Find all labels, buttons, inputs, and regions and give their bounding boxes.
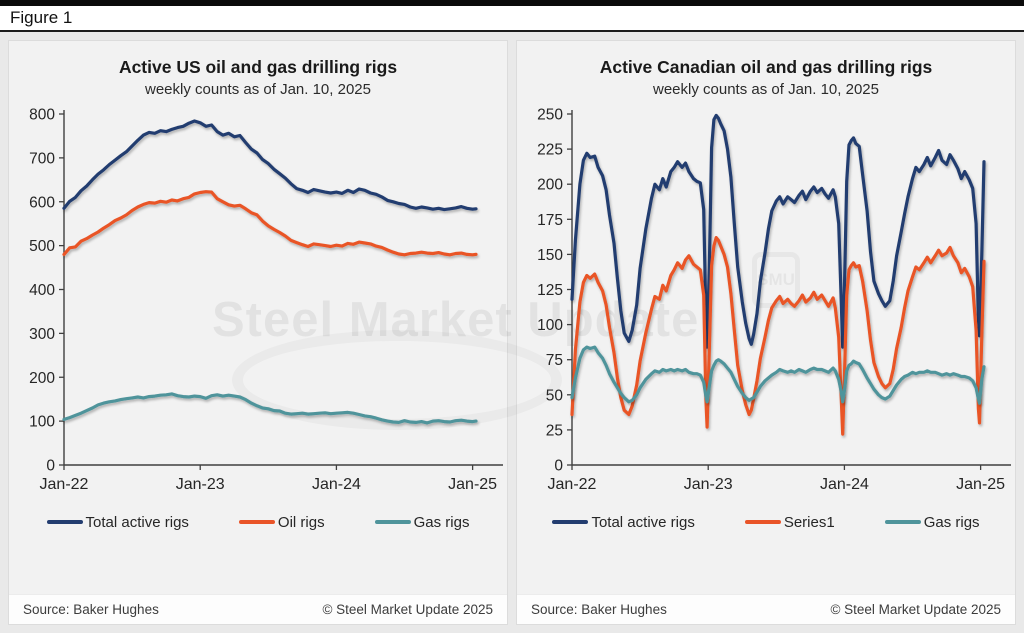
canada-rigs-chart-panel: Active Canadian oil and gas drilling rig… (516, 40, 1016, 625)
legend-item: Gas rigs (884, 513, 980, 531)
legend-item: Gas rigs (374, 513, 470, 531)
svg-text:125: 125 (537, 282, 563, 299)
chart-subtitle: weekly counts as of Jan. 10, 2025 (653, 81, 879, 98)
legend-item: Total active rigs (552, 513, 695, 531)
legend-label: Gas rigs (923, 513, 980, 531)
smu-logo-watermark: SMU (752, 252, 800, 308)
svg-text:300: 300 (29, 326, 55, 343)
svg-text:200: 200 (537, 177, 563, 194)
chart-canvas: 0 25 50 75 100 125 150 175 200 225 250 Jan-22 Jan-23… (537, 107, 1011, 493)
canada-line-chart: 0 25 50 75 100 125 150 175 200 225 250 Jan-22 Jan-23… (517, 102, 1015, 507)
legend-line-swatch (552, 520, 589, 524)
chart-subtitle: weekly counts as of Jan. 10, 2025 (145, 81, 371, 98)
chart-canvas: 0 100 200 300 400 500 600 700 800 Jan-22 Jan-23 Jan… (29, 107, 503, 493)
svg-text:0: 0 (46, 458, 55, 475)
legend-item: Total active rigs (46, 513, 189, 531)
svg-text:Jan-23: Jan-23 (176, 476, 225, 493)
chart-title: Active Canadian oil and gas drilling rig… (599, 57, 933, 77)
copyright-text: © Steel Market Update 2025 (830, 602, 1001, 617)
chart-title: Active US oil and gas drilling rigs (118, 57, 398, 77)
figure-header: Figure 1 (0, 6, 1024, 32)
svg-text:Jan-24: Jan-24 (312, 476, 361, 493)
legend-label: Gas rigs (413, 513, 470, 531)
svg-text:25: 25 (546, 422, 563, 439)
us-line-chart: 0 100 200 300 400 500 600 700 800 Jan-22 Jan-23 Jan… (9, 102, 507, 507)
svg-text:100: 100 (537, 317, 563, 334)
svg-text:Jan-25: Jan-25 (448, 476, 497, 493)
svg-text:0: 0 (554, 458, 563, 475)
svg-text:150: 150 (537, 247, 563, 264)
legend-line-swatch (374, 520, 411, 524)
figure-label: Figure 1 (10, 8, 73, 27)
canada-chart-footer: Source: Baker Hughes © Steel Market Upda… (517, 594, 1015, 624)
svg-text:400: 400 (29, 282, 55, 299)
watermark-text: Steel Market Update (212, 293, 700, 347)
legend-item: Oil rigs (238, 513, 325, 531)
svg-text:Jan-25: Jan-25 (956, 476, 1005, 493)
legend-line-swatch (744, 520, 781, 524)
svg-text:100: 100 (29, 414, 55, 431)
svg-text:175: 175 (537, 212, 563, 229)
us-chart-footer: Source: Baker Hughes © Steel Market Upda… (9, 594, 507, 624)
svg-text:50: 50 (546, 387, 564, 404)
svg-text:Jan-22: Jan-22 (40, 476, 89, 493)
legend-label: Series1 (783, 513, 835, 531)
legend-label: Total active rigs (85, 513, 189, 531)
svg-text:Jan-23: Jan-23 (684, 476, 733, 493)
svg-text:800: 800 (29, 107, 55, 124)
top-black-bar (0, 0, 1024, 6)
legend-item: Series1 (744, 513, 835, 531)
svg-text:225: 225 (537, 142, 563, 159)
svg-text:250: 250 (537, 107, 563, 124)
svg-text:500: 500 (29, 238, 55, 255)
source-text: Source: Baker Hughes (531, 602, 667, 617)
canada-chart-legend: Total active rigs Series1 Gas rigs (517, 507, 1015, 537)
legend-label: Total active rigs (591, 513, 695, 531)
legend-line-swatch (884, 520, 921, 524)
svg-text:75: 75 (546, 352, 563, 369)
svg-text:Jan-24: Jan-24 (820, 476, 869, 493)
copyright-text: © Steel Market Update 2025 (322, 602, 493, 617)
legend-label: Oil rigs (277, 513, 325, 531)
source-text: Source: Baker Hughes (23, 602, 159, 617)
svg-text:200: 200 (29, 370, 55, 387)
legend-line-swatch (238, 520, 275, 524)
svg-text:700: 700 (29, 150, 55, 167)
us-chart-legend: Total active rigs Oil rigs Gas rigs (9, 507, 507, 537)
legend-line-swatch (46, 520, 83, 524)
us-rigs-chart-panel: Active US oil and gas drilling rigs week… (8, 40, 508, 625)
svg-text:600: 600 (29, 194, 55, 211)
svg-text:Jan-22: Jan-22 (548, 476, 597, 493)
